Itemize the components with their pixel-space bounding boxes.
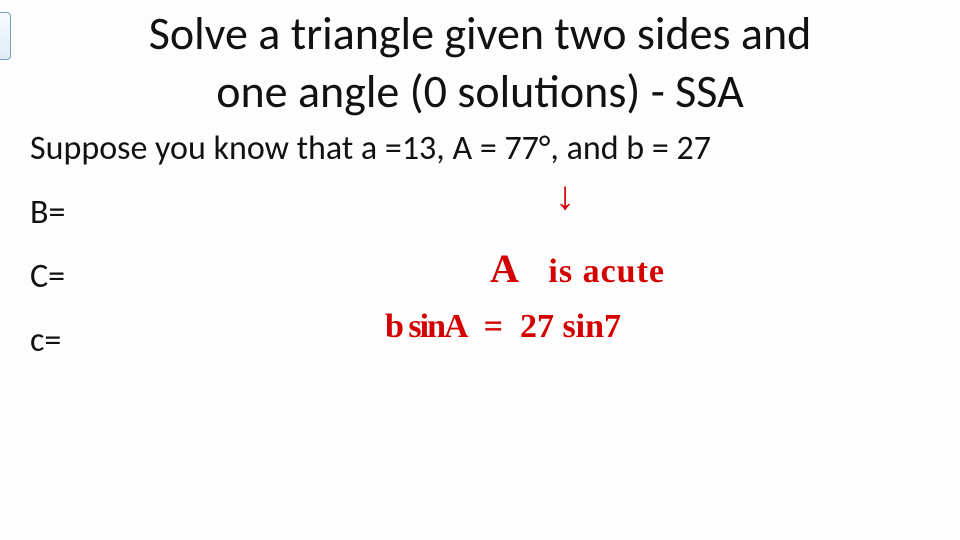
hand-27sin7: 27 sin7 xyxy=(520,308,621,345)
hand-letter-A: A xyxy=(490,246,520,291)
slide-title: Solve a triangle given two sides and one… xyxy=(0,6,960,121)
hand-arrow-down: ↓ xyxy=(555,176,575,216)
hand-is-acute-text: is acute xyxy=(529,253,665,290)
hand-a-is-acute: A is acute xyxy=(490,245,665,292)
title-line-2: one angle (0 solutions) - SSA xyxy=(216,64,743,120)
equation-C: C= xyxy=(30,256,65,297)
equation-B: B= xyxy=(30,192,65,233)
hand-equals: = xyxy=(475,308,511,345)
hand-bsinA-expr: b sinA = 27 sin7 xyxy=(385,308,621,346)
equation-c-lower: c= xyxy=(30,320,61,361)
title-line-1: Solve a triangle given two sides and xyxy=(149,6,812,62)
problem-statement: Suppose you know that a =13, A = 77°, an… xyxy=(30,128,711,169)
hand-bsinA-left: b sinA xyxy=(385,308,467,345)
